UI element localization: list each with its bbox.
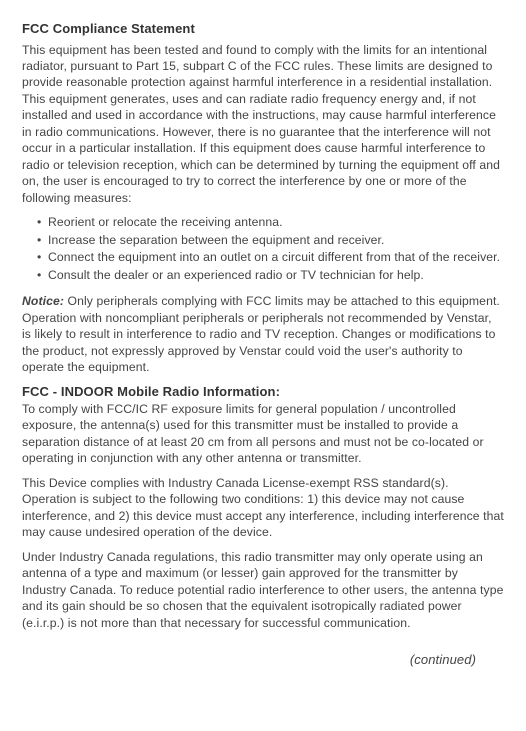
list-item: Reorient or relocate the receiving anten… [48,214,504,230]
measures-list: Reorient or relocate the receiving anten… [22,214,504,283]
continued-indicator: (continued) [22,651,504,669]
list-item: Consult the dealer or an experienced rad… [48,267,504,283]
list-item: Connect the equipment into an outlet on … [48,249,504,265]
canada-paragraph-2: Under Industry Canada regulations, this … [22,549,504,631]
page-title: FCC Compliance Statement [22,20,504,38]
notice-text: Only peripherals complying with FCC limi… [22,294,500,374]
canada-paragraph-1: This Device complies with Industry Canad… [22,475,504,541]
sub-text: To comply with FCC/IC RF exposure limits… [22,402,484,465]
list-item: Increase the separation between the equi… [48,232,504,248]
notice-paragraph: Notice: Only peripherals complying with … [22,293,504,375]
intro-paragraph: This equipment has been tested and found… [22,42,504,207]
sub-title: FCC - INDOOR Mobile Radio Information: [22,384,280,399]
notice-label: Notice: [22,294,64,308]
indoor-radio-section: FCC - INDOOR Mobile Radio Information: T… [22,383,504,466]
